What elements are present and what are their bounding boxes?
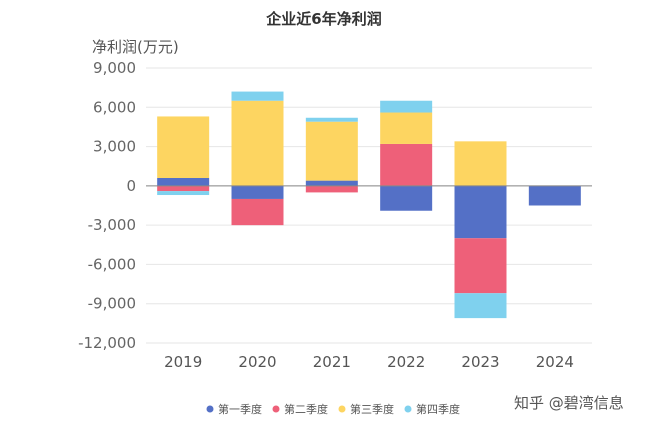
bar-2020-s3[interactable] xyxy=(231,100,284,186)
bar-2022-s2[interactable] xyxy=(380,143,433,186)
legend-item-1[interactable]: 第一季度 xyxy=(206,402,263,416)
legend-item-4[interactable]: 第四季度 xyxy=(404,402,461,416)
legend-marker xyxy=(272,405,280,413)
y-axis-label: 净利润(万元) xyxy=(92,38,179,56)
bar-2022-s4[interactable] xyxy=(380,100,433,113)
bar-2021-s3[interactable] xyxy=(305,121,358,181)
legend-marker xyxy=(206,405,214,413)
y-tick-label: 6,000 xyxy=(93,98,136,116)
bar-2023-s1[interactable] xyxy=(454,185,507,239)
legend-item-3[interactable]: 第三季度 xyxy=(338,402,395,416)
x-axis-ticks: 2019 2020 2021 2022 2023 2024 xyxy=(164,353,574,371)
bar-2020-s1[interactable] xyxy=(231,185,284,199)
chart-title: 企业近6年净利润 xyxy=(265,10,381,28)
bar-2021-s4[interactable] xyxy=(305,117,358,122)
legend-label: 第一季度 xyxy=(218,402,262,416)
x-tick-label: 2022 xyxy=(387,353,425,371)
legend[interactable]: 第一季度 第二季度 第三季度 第四季度 xyxy=(206,402,461,416)
legend-marker xyxy=(338,405,346,413)
legend-label: 第三季度 xyxy=(350,402,394,416)
bar-2019-s3[interactable] xyxy=(157,116,210,178)
bar-2021-s1[interactable] xyxy=(305,180,358,186)
x-tick-label: 2019 xyxy=(164,353,202,371)
y-tick-label: -9,000 xyxy=(88,295,136,313)
x-tick-label: 2021 xyxy=(313,353,351,371)
bar-2019-s4[interactable] xyxy=(157,191,210,196)
legend-item-2[interactable]: 第二季度 xyxy=(272,402,329,416)
bar-2019-s1[interactable] xyxy=(157,178,210,186)
x-tick-label: 2020 xyxy=(238,353,276,371)
bar-2022-s1[interactable] xyxy=(380,185,433,211)
legend-label: 第二季度 xyxy=(284,402,328,416)
bar-2022-s3[interactable] xyxy=(380,112,433,144)
y-axis-ticks: 9,000 6,000 3,000 0 -3,000 -6,000 -9,000 -12,00… xyxy=(78,59,136,352)
watermark-text: 知乎 @碧湾信息 xyxy=(514,394,624,412)
y-tick-label: -6,000 xyxy=(88,255,136,273)
y-tick-label: -3,000 xyxy=(88,216,136,234)
bar-2023-s3[interactable] xyxy=(454,141,507,186)
legend-label: 第四季度 xyxy=(416,402,460,416)
bars xyxy=(157,91,581,319)
y-tick-label: 0 xyxy=(126,177,136,195)
x-tick-label: 2024 xyxy=(536,353,574,371)
legend-marker xyxy=(404,405,412,413)
gridlines xyxy=(146,67,592,344)
bar-2024-s1[interactable] xyxy=(528,185,581,206)
y-tick-label: -12,000 xyxy=(78,334,136,352)
y-tick-label: 9,000 xyxy=(93,59,136,77)
bar-2023-s2[interactable] xyxy=(454,238,507,294)
bar-2019-s2[interactable] xyxy=(157,185,210,192)
bar-2023-s4[interactable] xyxy=(454,293,507,319)
bar-2020-s4[interactable] xyxy=(231,91,284,101)
y-tick-label: 3,000 xyxy=(93,138,136,156)
bar-2021-s2[interactable] xyxy=(305,185,358,193)
bar-2020-s2[interactable] xyxy=(231,198,284,226)
x-tick-label: 2023 xyxy=(461,353,499,371)
